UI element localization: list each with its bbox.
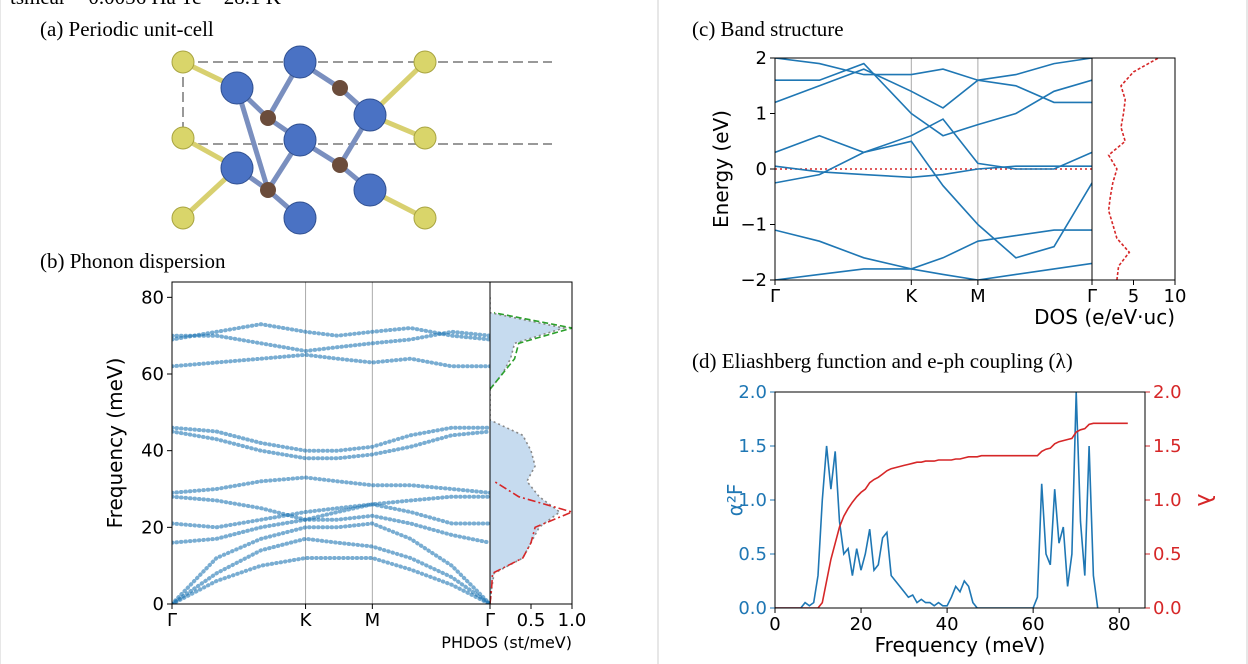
series-line bbox=[172, 524, 490, 605]
x-tick-label: 0 bbox=[769, 614, 780, 635]
y-tick-label: 40 bbox=[141, 441, 164, 462]
y-tick-label: 0.0 bbox=[738, 598, 767, 619]
series-line bbox=[775, 392, 1098, 608]
y-tick-label: 1 bbox=[756, 104, 767, 125]
y2-tick-label: 2.0 bbox=[1153, 382, 1182, 403]
series-line bbox=[172, 432, 490, 459]
x-tick-label: 10 bbox=[1164, 286, 1187, 307]
x-tick-label: 20 bbox=[850, 614, 873, 635]
x-axis-label: PHDOS (st/meV) bbox=[441, 633, 572, 652]
y2-tick-label: 0.5 bbox=[1153, 544, 1182, 565]
series-line bbox=[1109, 58, 1159, 280]
series-line bbox=[172, 355, 490, 367]
x-tick-label: K bbox=[300, 610, 313, 631]
series-line bbox=[775, 119, 1092, 169]
y-tick-label: 2 bbox=[756, 48, 767, 69]
x-tick-label: Γ bbox=[1087, 286, 1097, 307]
x-tick-label: 5 bbox=[1128, 286, 1139, 307]
y-axis-label: Frequency (meV) bbox=[103, 358, 127, 529]
y-tick-label: −1 bbox=[740, 215, 767, 236]
y-tick-label: 0 bbox=[153, 594, 164, 615]
x-tick-label: Γ bbox=[485, 610, 495, 631]
x-tick-label: 60 bbox=[1022, 614, 1045, 635]
x-tick-label: Γ bbox=[770, 286, 780, 307]
y-tick-label: 0.5 bbox=[738, 544, 767, 565]
series-line bbox=[775, 141, 1092, 257]
y-tick-label: 80 bbox=[141, 287, 164, 308]
x-tick-label: M bbox=[970, 286, 986, 307]
x-tick-label: M bbox=[365, 610, 381, 631]
plot-frame bbox=[1092, 58, 1175, 280]
series-line bbox=[775, 58, 1092, 80]
panel-title: (d) Eliashberg function and e-ph couplin… bbox=[692, 349, 1073, 373]
series-line bbox=[775, 263, 1092, 280]
series-line bbox=[490, 297, 564, 604]
x-tick-label: Γ bbox=[167, 610, 177, 631]
header: tsmear = 0.0056 Ha Tc = 28.1 K bbox=[10, 0, 281, 9]
y-tick-label: 60 bbox=[141, 364, 164, 385]
x-axis-label: DOS (e/eV·uc) bbox=[1034, 305, 1175, 329]
series-line bbox=[172, 504, 490, 527]
y-tick-label: 1.5 bbox=[738, 436, 767, 457]
y-tick-label: 20 bbox=[141, 517, 164, 538]
series-line bbox=[172, 558, 490, 604]
x-tick-label: 80 bbox=[1108, 614, 1131, 635]
x-tick-label: 40 bbox=[936, 614, 959, 635]
y2-tick-label: 1.0 bbox=[1153, 490, 1182, 511]
panel-title: (c) Band structure bbox=[692, 17, 844, 41]
y-tick-label: 0 bbox=[756, 159, 767, 180]
y2-tick-label: 0.0 bbox=[1153, 598, 1182, 619]
x-tick-label: K bbox=[905, 286, 918, 307]
x-tick-label: 0.5 bbox=[517, 610, 546, 631]
panel-title: (b) Phonon dispersion bbox=[40, 249, 226, 273]
y2-axis-label: λ bbox=[1192, 493, 1217, 506]
series-line bbox=[775, 69, 1092, 108]
x-tick-label: 1.0 bbox=[558, 610, 587, 631]
y-axis-label: α²F bbox=[723, 484, 747, 517]
series-line bbox=[172, 478, 490, 493]
y-axis-label: Energy (eV) bbox=[709, 110, 733, 228]
series-line bbox=[172, 539, 490, 604]
figure: tsmear = 0.0056 Ha Tc = 28.1 K (a) Perio… bbox=[0, 0, 1248, 664]
y2-tick-label: 1.5 bbox=[1153, 436, 1182, 457]
y-tick-label: −2 bbox=[740, 270, 767, 291]
y-tick-label: 2.0 bbox=[738, 382, 767, 403]
panel-title: (a) Periodic unit-cell bbox=[40, 17, 214, 41]
x-axis-label: Frequency (meV) bbox=[875, 633, 1046, 657]
crystal bbox=[172, 46, 552, 234]
